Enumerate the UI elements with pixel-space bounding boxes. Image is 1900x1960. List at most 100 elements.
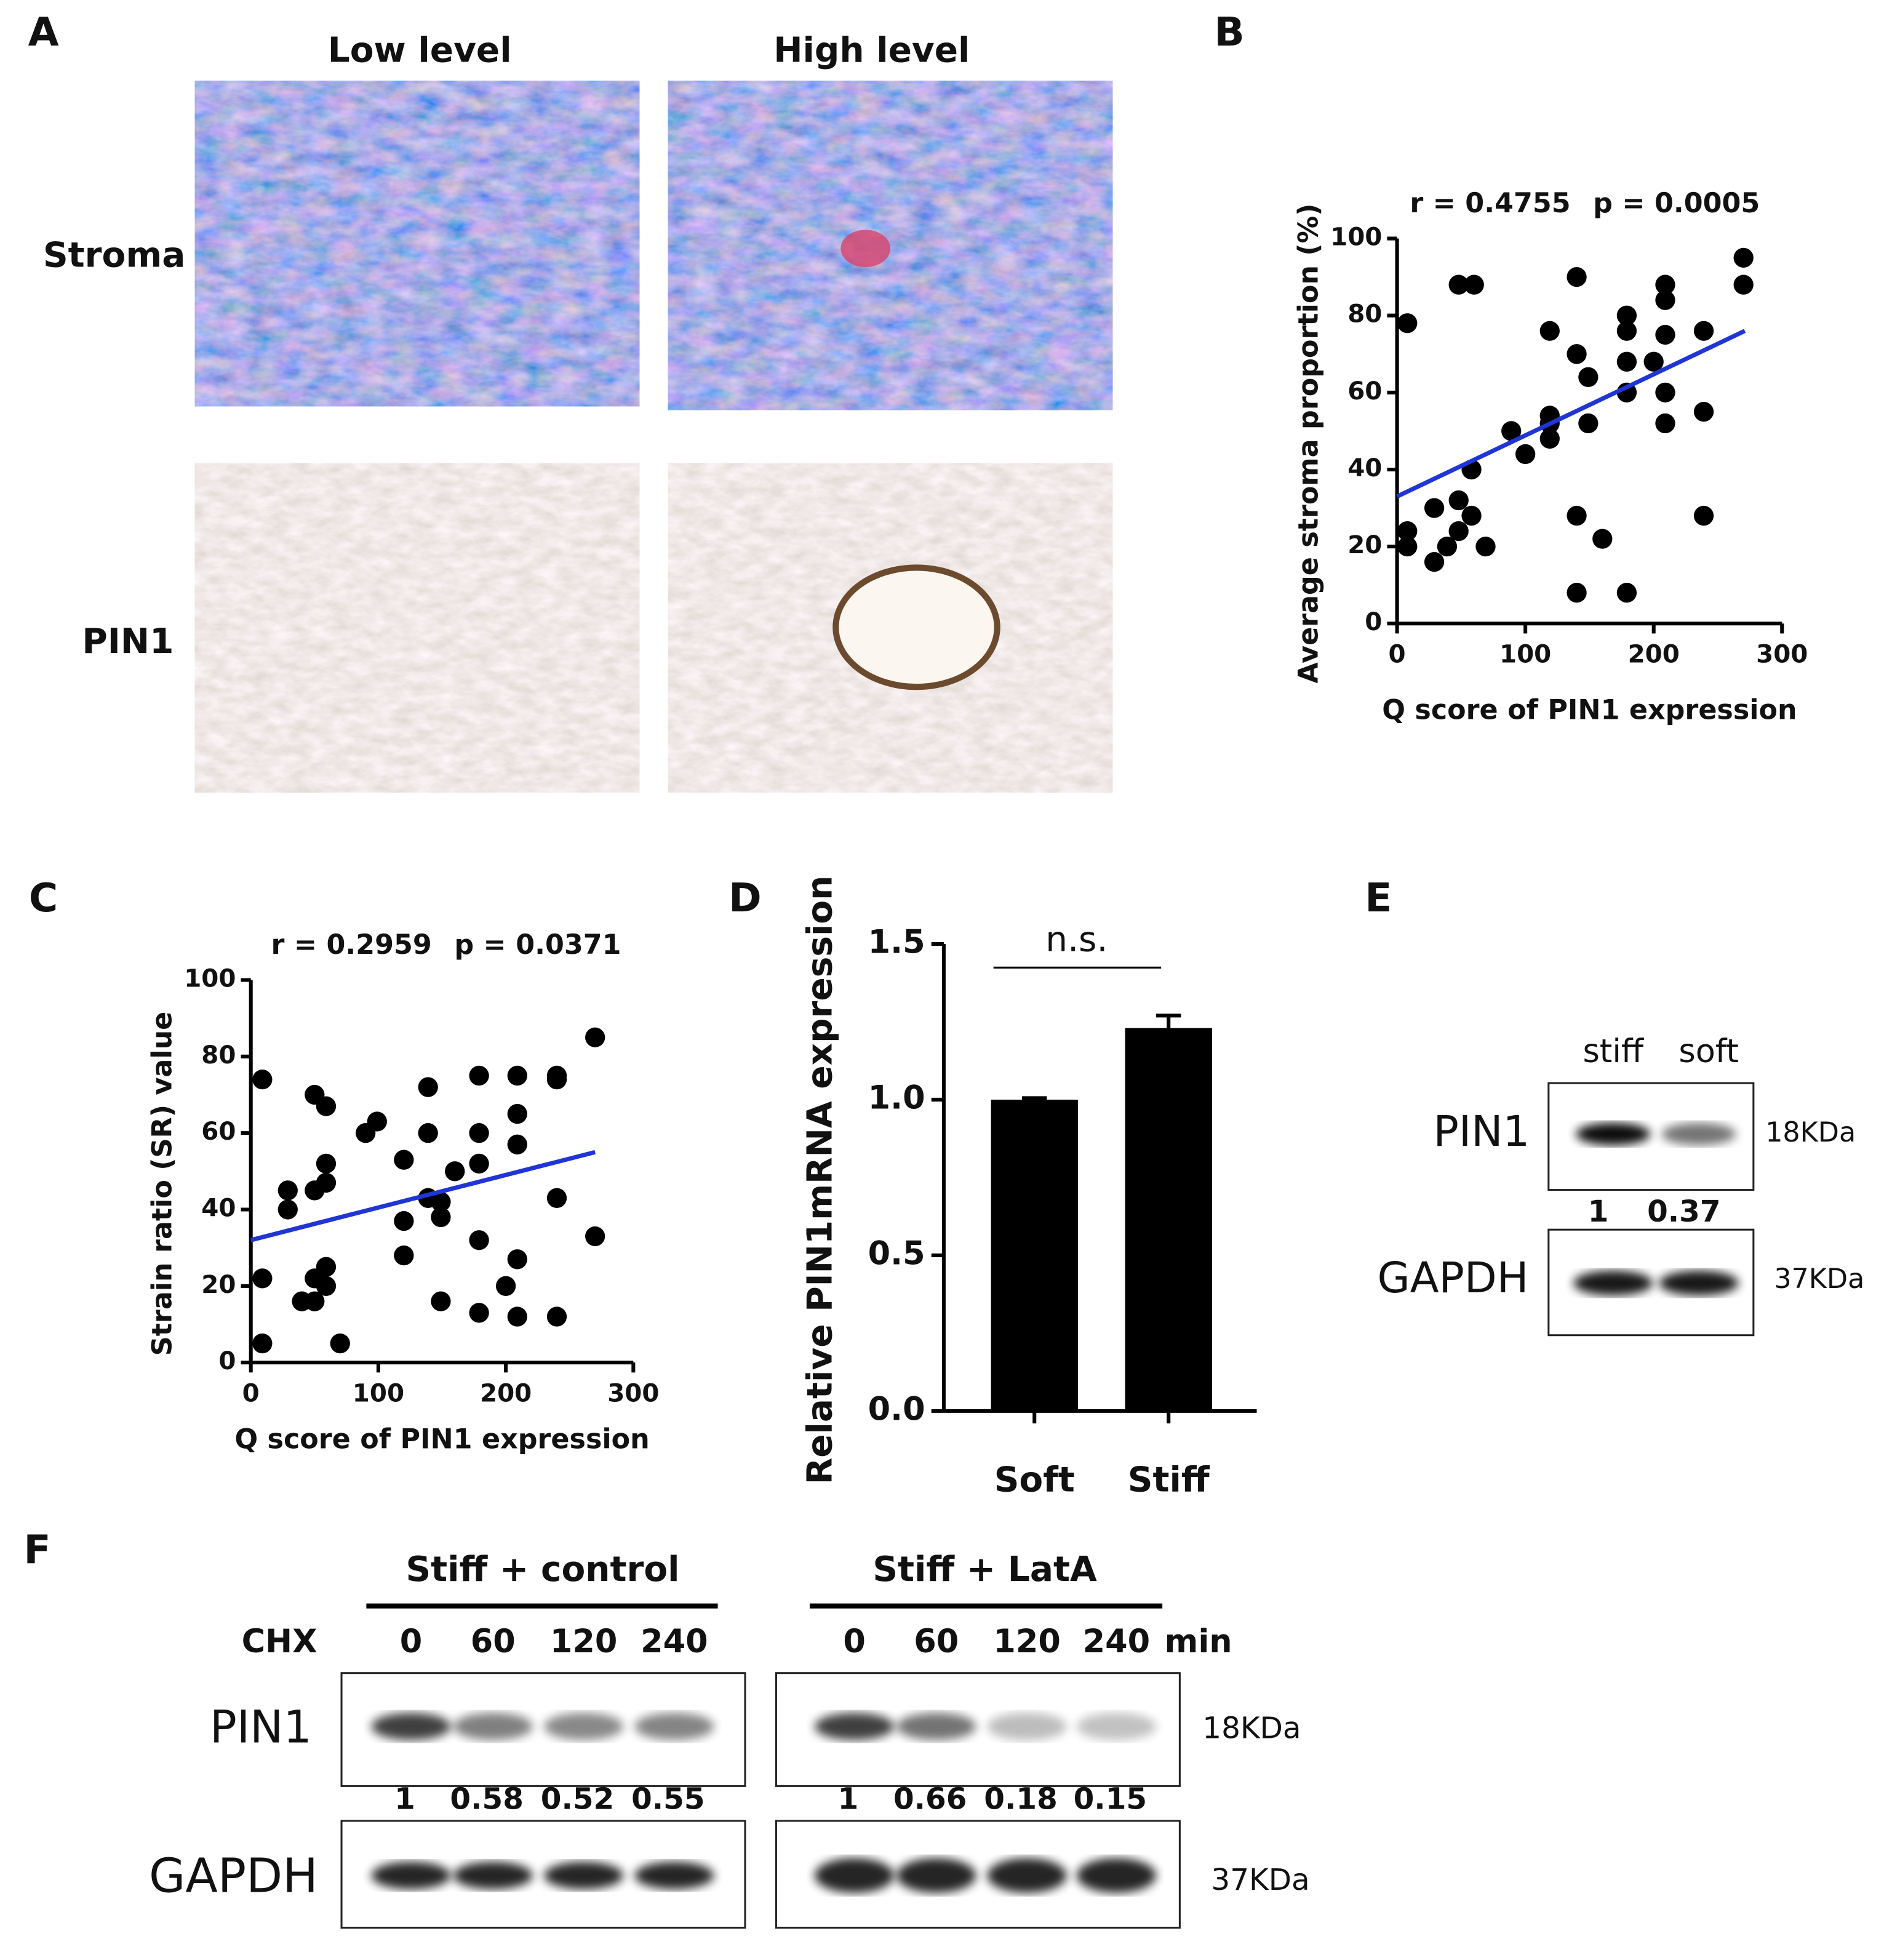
- blot-band: [1576, 1122, 1651, 1145]
- time-label: 240: [1083, 1623, 1151, 1660]
- protein-label: PIN1: [1434, 1107, 1530, 1156]
- panel-label: B: [1215, 9, 1245, 55]
- bar: [991, 1099, 1078, 1411]
- bar: [1125, 1028, 1212, 1411]
- stat-label: r = 0.4755: [1410, 188, 1570, 219]
- blot-band: [453, 1862, 533, 1889]
- quantification: 0.37: [1647, 1194, 1720, 1229]
- point: [316, 1096, 337, 1116]
- blot-band: [371, 1713, 451, 1740]
- blot-band: [1076, 1713, 1157, 1740]
- stat-label: p = 0.0005: [1593, 188, 1760, 219]
- protein-label: GAPDH: [1377, 1254, 1528, 1303]
- blot-band: [544, 1713, 624, 1740]
- y-tick-label: 60: [1347, 377, 1382, 406]
- y-axis-label: Strain ratio (SR) value: [146, 1012, 178, 1356]
- point: [1397, 521, 1418, 542]
- point: [585, 1027, 605, 1047]
- quantification: 0.55: [631, 1782, 705, 1817]
- time-label: 120: [550, 1623, 618, 1660]
- lane-label: stiff: [1583, 1033, 1644, 1070]
- x-tick-label: Soft: [994, 1460, 1075, 1500]
- time-label: 120: [993, 1623, 1061, 1660]
- x-axis-label: Q score of PIN1 expression: [1382, 695, 1797, 726]
- gland: [832, 564, 1000, 690]
- time-label: 60: [914, 1623, 959, 1660]
- point: [431, 1191, 451, 1212]
- panel-label: A: [28, 9, 59, 55]
- quantification: 1: [394, 1782, 415, 1817]
- point: [252, 1333, 273, 1354]
- point: [316, 1172, 337, 1193]
- point: [1539, 321, 1560, 341]
- blot-band: [1076, 1858, 1157, 1893]
- x-tick-label: 100: [353, 1379, 404, 1408]
- point: [367, 1111, 387, 1132]
- y-tick-label: 40: [201, 1193, 236, 1222]
- blot-band: [544, 1862, 624, 1889]
- y-tick-label: 20: [201, 1270, 236, 1299]
- quantification: 0.18: [984, 1782, 1057, 1817]
- group-title: Stiff + LatA: [872, 1550, 1097, 1590]
- point: [1397, 313, 1418, 334]
- point: [1616, 583, 1637, 603]
- point: [252, 1069, 273, 1090]
- y-tick-label: 60: [201, 1117, 236, 1146]
- unit-label: min: [1165, 1623, 1232, 1660]
- blot-band: [896, 1713, 976, 1740]
- x-tick-label: 100: [1499, 640, 1551, 669]
- group-title: Stiff + control: [405, 1550, 679, 1590]
- point: [1643, 351, 1664, 372]
- point: [316, 1153, 337, 1174]
- point: [1424, 551, 1445, 572]
- time-label: 0: [400, 1623, 423, 1660]
- point: [305, 1291, 325, 1311]
- point: [1437, 536, 1458, 557]
- panel-label: E: [1365, 875, 1392, 921]
- point: [1397, 536, 1418, 557]
- y-tick-label: 1.5: [868, 924, 925, 961]
- blot-band: [1661, 1122, 1736, 1145]
- point: [1578, 367, 1599, 387]
- time-label: 60: [471, 1623, 516, 1660]
- error-bar: [1156, 1014, 1181, 1028]
- significance-label: n.s.: [1045, 920, 1108, 960]
- protein-label: GAPDH: [149, 1849, 318, 1904]
- point: [1515, 444, 1536, 465]
- x-tick-label: 300: [607, 1379, 659, 1408]
- blot-band: [815, 1858, 895, 1893]
- point: [316, 1276, 337, 1296]
- size-label: 18KDa: [1765, 1117, 1856, 1148]
- point: [546, 1188, 567, 1208]
- point: [316, 1257, 337, 1277]
- row-label: PIN1: [82, 622, 174, 662]
- stroma-image: [194, 81, 640, 407]
- point: [1693, 505, 1714, 526]
- time-label: 0: [843, 1623, 866, 1660]
- blot-band: [1573, 1270, 1653, 1296]
- point: [1567, 583, 1587, 603]
- fit-line: [250, 1150, 596, 1242]
- y-tick-label: 80: [1347, 300, 1382, 329]
- point: [394, 1245, 414, 1266]
- point: [1567, 266, 1587, 287]
- quantification: 1: [1588, 1194, 1609, 1229]
- point: [546, 1069, 567, 1090]
- y-tick-label: 0: [1365, 607, 1382, 636]
- x-tick-label: 300: [1756, 640, 1808, 669]
- point: [1616, 305, 1637, 326]
- point: [1448, 490, 1469, 511]
- point: [1567, 505, 1587, 526]
- stat-label: p = 0.0371: [454, 929, 621, 961]
- point: [1461, 505, 1482, 526]
- quantification: 1: [838, 1782, 859, 1817]
- x-tick-label: 0: [1389, 640, 1406, 669]
- y-tick-label: 100: [184, 964, 236, 993]
- blot-band: [371, 1862, 451, 1889]
- point: [1475, 536, 1496, 557]
- point: [1539, 428, 1560, 449]
- point: [469, 1230, 489, 1250]
- y-axis-label: Relative PIN1mRNA expression: [800, 876, 840, 1485]
- point: [1733, 247, 1754, 268]
- stat-label: r = 0.2959: [271, 929, 432, 961]
